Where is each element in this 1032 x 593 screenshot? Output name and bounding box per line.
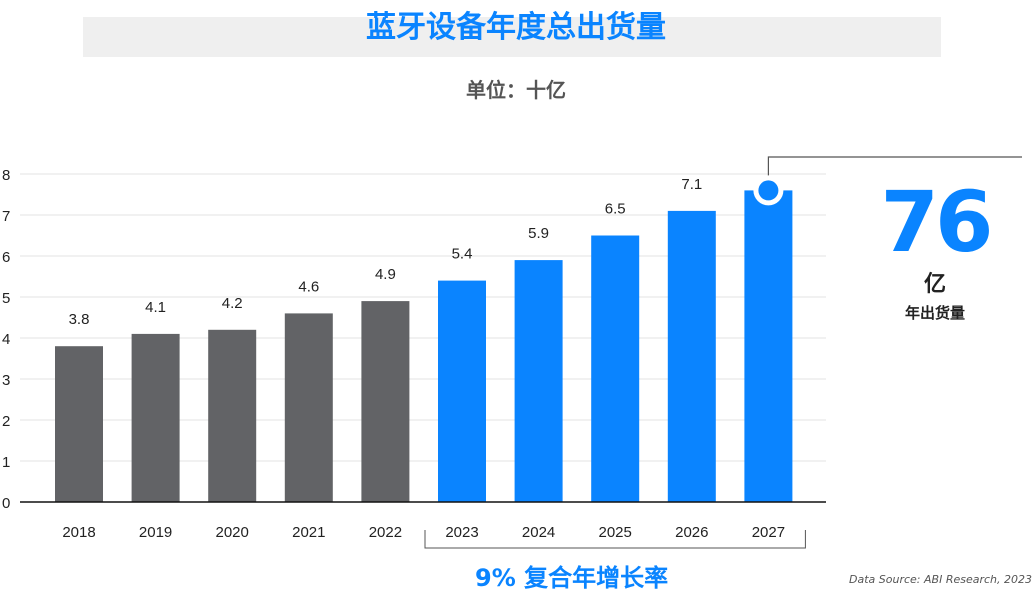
data-label: 4.9	[375, 266, 396, 283]
x-tick-label: 2019	[139, 524, 172, 541]
y-tick-label: 7	[2, 208, 10, 225]
x-tick-label: 2021	[292, 524, 325, 541]
cagr-label: 9% 复合年增长率	[475, 564, 669, 592]
highlight-caption: 年出货量	[904, 304, 965, 322]
title-band	[83, 17, 941, 57]
x-tick-label: 2025	[599, 524, 632, 541]
bar-2018	[55, 346, 103, 502]
highlight-unit: 亿	[923, 272, 946, 297]
forecast-bracket	[424, 530, 806, 549]
bar-2020	[208, 329, 257, 502]
bar-2025	[591, 235, 640, 502]
x-tick-label: 2022	[369, 524, 402, 541]
data-label: 4.1	[145, 299, 166, 316]
data-label: 4.2	[222, 295, 243, 312]
bar-2019	[131, 333, 180, 502]
data-label: 5.9	[528, 225, 549, 242]
data-label: 5.4	[452, 246, 473, 263]
x-tick-label: 2023	[445, 524, 478, 541]
highlight-value: 76	[880, 173, 994, 271]
bar-2027	[744, 190, 793, 502]
y-tick-label: 5	[2, 290, 10, 307]
data-label: 3.8	[69, 311, 90, 328]
bar-2024	[514, 260, 563, 502]
y-tick-label: 8	[2, 167, 10, 184]
unit-label: 单位：十亿	[466, 78, 566, 102]
x-tick-label: 2027	[752, 524, 785, 541]
y-tick-label: 2	[2, 413, 10, 430]
y-tick-label: 6	[2, 249, 10, 266]
data-label: 7.1	[681, 176, 702, 193]
y-tick-label: 3	[2, 372, 10, 389]
bar-2026	[667, 210, 716, 502]
y-tick-label: 4	[2, 331, 10, 348]
bar-2021	[284, 313, 333, 502]
callout-line	[767, 156, 1022, 178]
bar-2023	[438, 280, 486, 502]
data-source: Data Source: ABI Research, 2023	[849, 573, 1032, 586]
x-tick-label: 2020	[216, 524, 249, 541]
y-tick-label: 1	[2, 454, 10, 471]
chart-title: 蓝牙设备年度总出货量	[366, 10, 666, 45]
x-tick-label: 2026	[675, 524, 708, 541]
highlight-marker	[758, 180, 779, 201]
x-tick-label: 2018	[62, 524, 95, 541]
x-tick-label: 2024	[522, 524, 555, 541]
bar-2022	[361, 301, 410, 502]
y-tick-label: 0	[2, 495, 10, 512]
data-label: 6.5	[605, 201, 626, 218]
data-label: 4.6	[298, 278, 319, 295]
